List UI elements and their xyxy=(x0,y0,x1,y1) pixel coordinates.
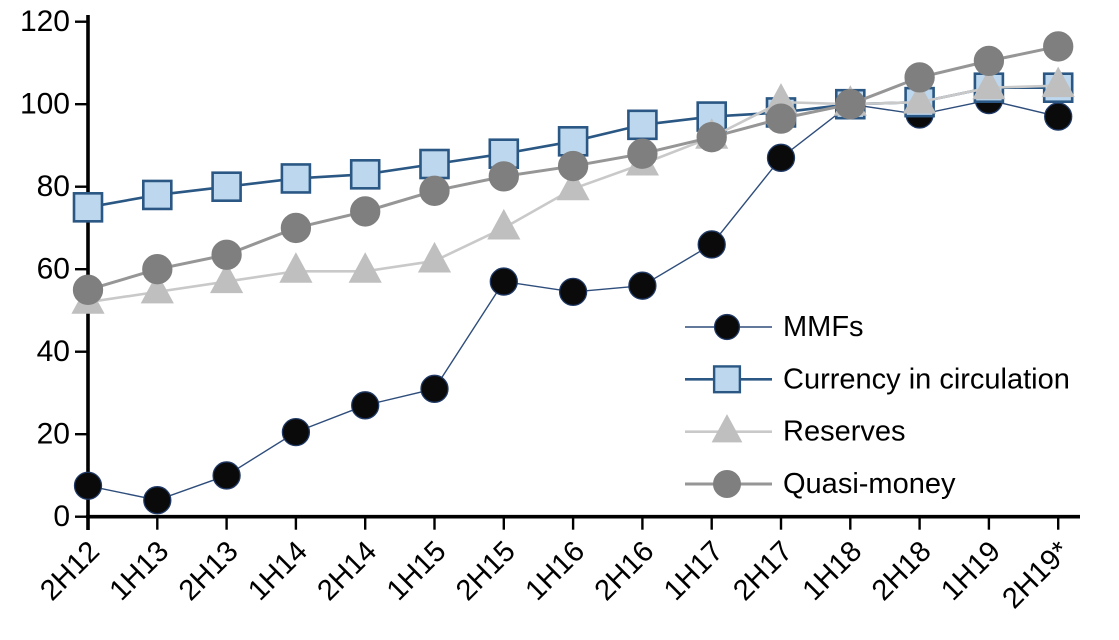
data-point-currency-in-circulation-1h14 xyxy=(280,163,312,194)
legend-label: MMFs xyxy=(783,311,864,343)
data-point-reserves-1h13 xyxy=(140,272,174,304)
data-point-mmfs-1h13 xyxy=(143,486,172,515)
data-point-mmfs-1h14 xyxy=(281,417,311,447)
legend: MMFs Currency in circulation Reserves Quasi… xyxy=(685,311,1070,500)
x-tick-label: 2H13 xyxy=(173,535,245,607)
x-tick-label: 2H12 xyxy=(34,535,106,607)
data-point-reserves-1h16 xyxy=(556,169,590,201)
data-point-currency-in-circulation-1h13 xyxy=(142,179,173,211)
y-tick-label: 120 xyxy=(20,5,70,38)
data-point-currency-in-circulation-2h14 xyxy=(349,159,381,190)
data-point-currency-in-circulation-2h12 xyxy=(72,192,104,223)
legend-marker-reserves xyxy=(711,414,743,443)
legend-label: Reserves xyxy=(783,416,906,448)
data-point-reserves-1h14 xyxy=(279,252,313,283)
data-point-quasi-money-2h19 xyxy=(1043,31,1074,62)
data-point-reserves-2h14 xyxy=(348,252,382,283)
legend-marker-mmfs xyxy=(713,313,741,341)
y-tick-label: 80 xyxy=(37,170,70,203)
data-point-currency-in-circulation-2h13 xyxy=(211,171,242,202)
legend-item-mmfs: MMFs xyxy=(685,311,864,343)
data-point-mmfs-1h16 xyxy=(558,277,588,307)
y-tick-label: 60 xyxy=(37,253,70,286)
legend-label: Quasi-money xyxy=(783,468,956,500)
data-point-reserves-2h15 xyxy=(487,208,521,240)
data-point-quasi-money-1h13 xyxy=(142,254,173,285)
x-tick-label: 1H16 xyxy=(519,535,591,607)
y-tick-label: 100 xyxy=(20,88,70,121)
data-point-mmfs-2h14 xyxy=(351,391,380,420)
data-point-quasi-money-2h12 xyxy=(72,274,104,305)
x-tick-label: 2H19* xyxy=(997,535,1077,615)
x-tick-label: 2H14 xyxy=(311,535,383,607)
data-point-quasi-money-1h19 xyxy=(973,45,1005,77)
data-point-mmfs-1h15 xyxy=(420,374,449,403)
data-point-quasi-money-1h18 xyxy=(835,89,866,120)
x-tick-label: 1H14 xyxy=(242,535,314,607)
legend-label: Currency in circulation xyxy=(783,363,1070,395)
data-point-quasi-money-1h16 xyxy=(557,150,589,182)
data-point-mmfs-2h15 xyxy=(489,267,518,296)
data-point-mmfs-2h16 xyxy=(628,271,657,300)
data-point-quasi-money-2h16 xyxy=(627,138,658,169)
data-point-quasi-money-1h17 xyxy=(696,122,727,153)
legend-item-quasi-money: Quasi-money xyxy=(685,468,956,500)
data-point-reserves-2h19 xyxy=(1041,66,1075,98)
data-point-reserves-1h19 xyxy=(972,68,1006,100)
data-point-mmfs-1h17 xyxy=(697,230,726,259)
data-point-currency-in-circulation-2h15 xyxy=(488,138,520,169)
x-tick-label: 1H15 xyxy=(381,535,453,607)
data-point-reserves-2h18 xyxy=(903,83,937,114)
data-point-quasi-money-2h14 xyxy=(350,196,381,227)
data-point-mmfs-2h13 xyxy=(212,461,241,490)
x-tick-label: 2H17 xyxy=(727,535,799,607)
x-tick-label: 1H13 xyxy=(104,535,176,607)
legend-marker-quasi-money xyxy=(713,470,741,498)
x-tick-label: 2H16 xyxy=(589,535,661,607)
x-tick-label: 2H18 xyxy=(866,535,938,607)
data-point-quasi-money-2h17 xyxy=(765,103,797,134)
y-tick-label: 20 xyxy=(37,418,70,451)
data-point-quasi-money-2h15 xyxy=(488,161,519,192)
legend-item-currency-in-circulation: Currency in circulation xyxy=(685,363,1070,395)
data-point-quasi-money-2h18 xyxy=(904,62,935,93)
data-point-mmfs-2h19 xyxy=(1044,102,1073,131)
y-tick-label: 0 xyxy=(53,500,70,533)
data-point-quasi-money-2h13 xyxy=(211,239,242,270)
legend-marker-currency-in-circulation xyxy=(712,365,742,394)
x-tick-label: 2H15 xyxy=(450,535,522,607)
data-point-quasi-money-1h14 xyxy=(280,212,312,244)
y-tick-label: 40 xyxy=(37,335,70,368)
x-tick-label: 1H18 xyxy=(797,535,869,607)
data-point-reserves-2h13 xyxy=(210,262,244,294)
series-quasi-money xyxy=(72,31,1074,305)
data-point-currency-in-circulation-1h15 xyxy=(419,148,450,180)
data-point-currency-in-circulation-2h16 xyxy=(627,109,658,141)
x-tick-label: 1H17 xyxy=(658,535,730,607)
data-point-mmfs-2h12 xyxy=(73,471,103,500)
data-point-mmfs-2h17 xyxy=(766,143,796,172)
x-tick-label: 1H19 xyxy=(935,535,1007,607)
data-point-quasi-money-1h15 xyxy=(419,175,450,206)
legend-item-reserves: Reserves xyxy=(685,414,906,448)
data-point-reserves-1h15 xyxy=(417,241,452,273)
